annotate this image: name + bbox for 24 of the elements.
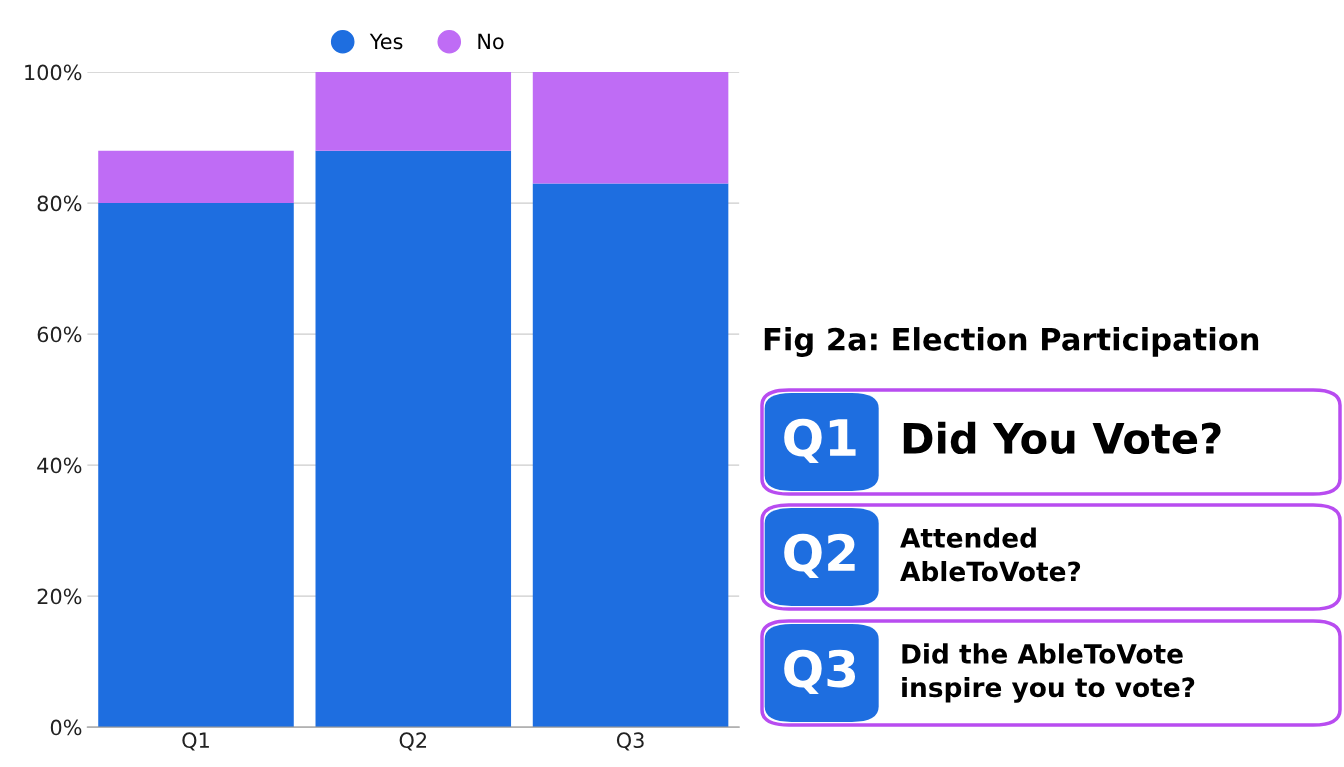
y-tick-label: 80% <box>37 195 82 212</box>
bar <box>98 203 294 728</box>
bar <box>98 150 294 204</box>
y-tick-label: 60% <box>37 326 82 343</box>
bar <box>315 150 512 728</box>
bar <box>532 72 729 184</box>
text: Q3 <box>784 649 856 695</box>
text: Q2 <box>784 533 855 579</box>
text: Attended AbleToVote? <box>900 527 1081 582</box>
bar <box>315 72 512 151</box>
y-tick-label: 100% <box>25 64 82 81</box>
legend-label: No <box>478 33 504 50</box>
x-tick-label: Q3 <box>616 732 644 751</box>
text: Q1 <box>784 418 856 464</box>
y-tick-label: 20% <box>37 588 82 605</box>
text: Fig 2a: Election Participation <box>764 327 1259 357</box>
y-tick-label: 40% <box>37 457 82 474</box>
x-tick-label: Q2 <box>399 732 427 751</box>
x-tick-label: Q1 <box>182 732 209 751</box>
text: Did You Vote? <box>903 421 1221 455</box>
y-tick-label: 0% <box>50 719 82 736</box>
text: Did the AbleToVote inspire you to vote? <box>902 643 1195 703</box>
bar <box>532 183 729 728</box>
legend-label: Yes <box>369 33 403 50</box>
